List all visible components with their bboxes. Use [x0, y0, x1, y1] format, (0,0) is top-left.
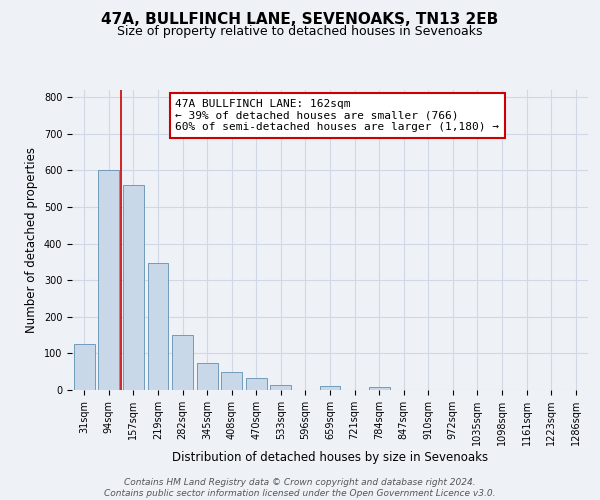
- X-axis label: Distribution of detached houses by size in Sevenoaks: Distribution of detached houses by size …: [172, 451, 488, 464]
- Text: 47A, BULLFINCH LANE, SEVENOAKS, TN13 2EB: 47A, BULLFINCH LANE, SEVENOAKS, TN13 2EB: [101, 12, 499, 28]
- Y-axis label: Number of detached properties: Number of detached properties: [25, 147, 38, 333]
- Bar: [148, 262, 169, 390]
- Text: Size of property relative to detached houses in Sevenoaks: Size of property relative to detached ho…: [117, 25, 483, 38]
- Bar: [221, 372, 242, 390]
- Bar: [172, 335, 193, 390]
- Bar: [271, 384, 292, 390]
- Bar: [197, 362, 218, 390]
- Bar: [74, 344, 95, 390]
- Text: 47A BULLFINCH LANE: 162sqm
← 39% of detached houses are smaller (766)
60% of sem: 47A BULLFINCH LANE: 162sqm ← 39% of deta…: [175, 99, 499, 132]
- Text: Contains HM Land Registry data © Crown copyright and database right 2024.
Contai: Contains HM Land Registry data © Crown c…: [104, 478, 496, 498]
- Bar: [123, 186, 144, 390]
- Bar: [368, 388, 389, 390]
- Bar: [98, 170, 119, 390]
- Bar: [320, 386, 340, 390]
- Bar: [246, 378, 267, 390]
